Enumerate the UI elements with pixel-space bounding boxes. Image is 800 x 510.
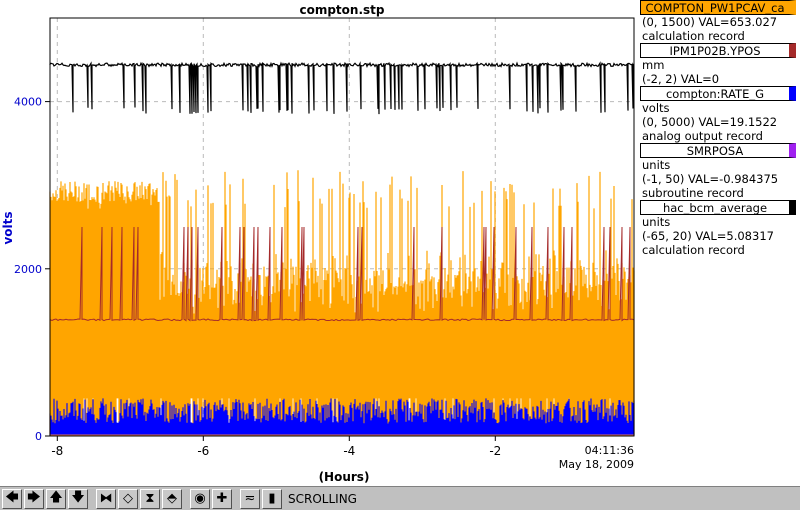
zoom-in-y-button[interactable]: ⧗ bbox=[140, 488, 160, 509]
zoom-out-x-button[interactable]: ◇ bbox=[118, 488, 138, 509]
status-text: SCROLLING bbox=[288, 491, 357, 506]
legend-series-name: COMPTON_PW1PCAV_ca bbox=[640, 0, 796, 15]
legend-series-name: compton:RATE_G bbox=[640, 86, 796, 101]
legend-series-name: IPM1P02B.YPOS bbox=[640, 43, 796, 58]
legend-detail: (0, 5000) VAL=19.1522 bbox=[642, 115, 778, 129]
series-black bbox=[49, 61, 635, 115]
legend-detail: (-1, 50) VAL=-0.984375 bbox=[642, 172, 779, 186]
legend-detail: mm bbox=[642, 58, 665, 72]
toolbar: 🡄 🡆 🡅 🡇 ⧓ ◇ ⧗ ⬘ ◉ ✚ ≂ ▮ SCROLLING bbox=[0, 486, 800, 510]
scroll-down-icon: 🡇 bbox=[71, 489, 85, 505]
x-tick-label: -4 bbox=[343, 444, 355, 458]
pause-icon: ▮ bbox=[268, 491, 276, 506]
x-axis-label: (Hours) bbox=[319, 470, 370, 484]
scroll-up-icon: 🡅 bbox=[49, 489, 63, 505]
chart-title: compton.stp bbox=[299, 3, 384, 17]
legend-entry[interactable]: hac_bcm_average units (-65, 20) VAL=5.0831… bbox=[636, 200, 800, 257]
y-tick-label: 4000 bbox=[14, 96, 42, 109]
legend-detail: subroutine record bbox=[642, 186, 744, 200]
config-icon: ≂ bbox=[244, 491, 256, 506]
legend-entry[interactable]: compton:RATE_G volts (0, 5000) VAL=19.1522… bbox=[636, 86, 800, 143]
scroll-right-icon: 🡆 bbox=[27, 489, 41, 505]
legend-series-name: SMRPOSA bbox=[640, 143, 796, 158]
zoom-out-y-button[interactable]: ⬘ bbox=[162, 488, 182, 509]
y-tick-label: 2000 bbox=[14, 263, 42, 276]
scroll-left-button[interactable]: 🡄 bbox=[2, 488, 22, 509]
y-axis: 0 2000 4000 bbox=[14, 96, 50, 443]
zoom-in-x-button[interactable]: ⧓ bbox=[96, 488, 116, 509]
x-axis: -8 -6 -4 -2 bbox=[51, 436, 501, 458]
pause-button[interactable]: ▮ bbox=[262, 488, 282, 509]
add-button[interactable]: ✚ bbox=[212, 488, 232, 509]
legend-detail: (-2, 2) VAL=0 bbox=[642, 72, 720, 86]
x-tick-label: -2 bbox=[489, 444, 501, 458]
x-axis-end-time: 04:11:36 bbox=[585, 444, 634, 457]
legend-entry[interactable]: IPM1P02B.YPOS mm (-2, 2) VAL=0 bbox=[636, 43, 800, 86]
legend-detail: calculation record bbox=[642, 243, 745, 257]
x-axis-end-date: May 18, 2009 bbox=[559, 458, 634, 471]
config-button[interactable]: ≂ bbox=[240, 488, 260, 509]
legend-detail: units bbox=[642, 158, 671, 172]
y-tick-label: 0 bbox=[35, 430, 42, 443]
auto-scale-icon: ◉ bbox=[194, 491, 206, 506]
legend-detail: units bbox=[642, 215, 671, 229]
scroll-left-icon: 🡄 bbox=[5, 489, 19, 505]
scroll-right-button[interactable]: 🡆 bbox=[24, 488, 44, 509]
chart-area[interactable]: compton.stp volts -8 -6 -4 -2 0 2000 4000 04:… bbox=[0, 0, 636, 486]
legend-entry[interactable]: COMPTON_PW1PCAV_ca (0, 1500) VAL=653.027 c… bbox=[636, 0, 800, 43]
legend-detail: calculation record bbox=[642, 29, 745, 43]
legend-entry[interactable]: SMRPOSA units (-1, 50) VAL=-0.984375 subrou… bbox=[636, 143, 800, 200]
plot-frame bbox=[49, 17, 635, 437]
scroll-down-button[interactable]: 🡇 bbox=[68, 488, 88, 509]
legend-detail: analog output record bbox=[642, 129, 763, 143]
zoom-out-y-icon: ⬘ bbox=[167, 491, 177, 506]
zoom-in-x-icon: ⧓ bbox=[99, 491, 113, 506]
legend-series-name: hac_bcm_average bbox=[640, 200, 796, 215]
auto-scale-button[interactable]: ◉ bbox=[190, 488, 210, 509]
legend-detail: (0, 1500) VAL=653.027 bbox=[642, 15, 778, 29]
x-tick-label: -8 bbox=[51, 444, 63, 458]
zoom-out-x-icon: ◇ bbox=[123, 491, 133, 506]
x-tick-label: -6 bbox=[197, 444, 209, 458]
add-icon: ✚ bbox=[216, 491, 228, 506]
legend-detail: (-65, 20) VAL=5.08317 bbox=[642, 229, 774, 243]
scroll-up-button[interactable]: 🡅 bbox=[46, 488, 66, 509]
legend-detail: volts bbox=[642, 101, 670, 115]
series-brown bbox=[49, 226, 635, 322]
zoom-in-y-icon: ⧗ bbox=[145, 491, 155, 506]
series-layer bbox=[49, 61, 635, 436]
y-axis-label: volts bbox=[1, 211, 15, 244]
legend: COMPTON_PW1PCAV_ca (0, 1500) VAL=653.027 c… bbox=[636, 0, 800, 486]
